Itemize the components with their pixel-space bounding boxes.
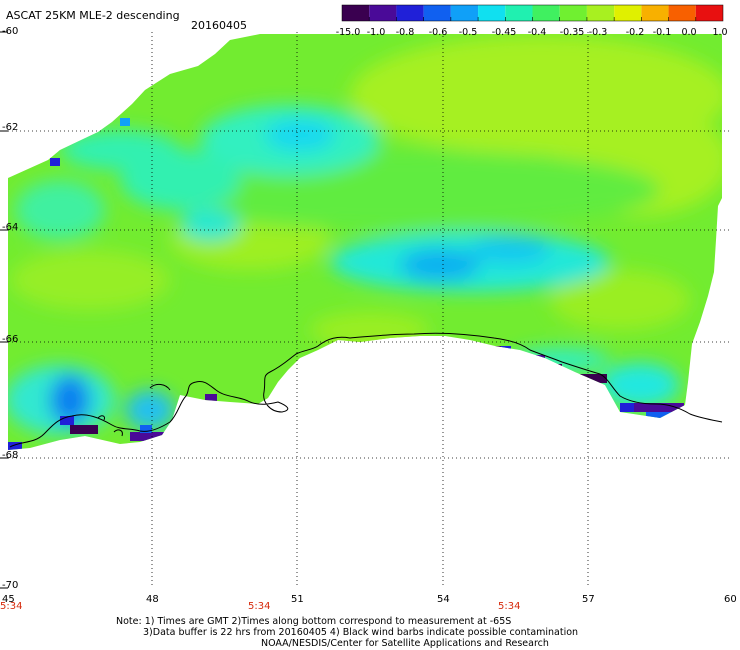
- colorbar-segment: [505, 5, 533, 21]
- grid-lines: [8, 32, 730, 588]
- lat-ticks: [0, 31, 8, 589]
- colorbar-segment: [695, 5, 723, 21]
- colorbar-segment: [641, 5, 669, 21]
- lon-label: 54: [437, 594, 450, 605]
- colorbar-segment: [342, 5, 370, 21]
- lon-label: 60: [724, 594, 737, 605]
- colorbar-segment: [532, 5, 560, 21]
- lon-label: 51: [291, 594, 304, 605]
- colorbar-segment: [396, 5, 424, 21]
- colorbar-segment: [586, 5, 615, 21]
- lat-label: -64: [2, 222, 19, 233]
- map-date: 20160405: [191, 19, 247, 32]
- colorbar-label: -0.2: [625, 27, 645, 38]
- colorbar-label: -0.5: [458, 27, 478, 38]
- time-label: 5:34: [498, 601, 521, 612]
- lon-label: 45: [2, 594, 15, 605]
- colorbar-segment: [668, 5, 696, 21]
- colorbar-label: -0.6: [428, 27, 448, 38]
- lon-label: 48: [146, 594, 159, 605]
- colorbar-label: -15.0: [335, 27, 361, 38]
- lat-label: -60: [2, 26, 19, 37]
- colorbar-segment: [614, 5, 642, 21]
- colorbar-label: -0.1: [652, 27, 672, 38]
- colorbar-label: -0.35: [559, 27, 585, 38]
- lat-label: -68: [2, 450, 19, 461]
- note-line-1: Note: 1) Times are GMT 2)Times along bot…: [116, 616, 512, 627]
- colorbar-segment: [478, 5, 506, 21]
- data-field: [8, 34, 722, 450]
- note-line-2: 3)Data buffer is 22 hrs from 20160405 4)…: [143, 627, 579, 638]
- colorbar-label: -0.8: [395, 27, 415, 38]
- colorbar-label: -0.4: [527, 27, 547, 38]
- lat-label: -70: [2, 580, 19, 591]
- lon-label: 57: [582, 594, 595, 605]
- colorbar-ticks: [368, 17, 697, 21]
- coastline: [9, 332, 723, 448]
- colorbar-segment: [369, 5, 397, 21]
- colorbar-label: 0.0: [681, 27, 697, 38]
- lat-label: -62: [2, 122, 19, 133]
- colorbar-segment: [559, 5, 587, 21]
- colorbar-label: -0.45: [491, 27, 517, 38]
- colorbar-label: -0.3: [588, 27, 608, 38]
- lat-label: -66: [2, 334, 19, 345]
- time-label: 5:34: [0, 601, 23, 612]
- note-line-3: NOAA/NESDIS/Center for Satellite Applica…: [261, 638, 549, 649]
- colorbar-segment: [423, 5, 451, 21]
- colorbar-label: 1.0: [712, 27, 728, 38]
- colorbar-label: -1.0: [366, 27, 386, 38]
- colorbar-segment: [450, 5, 479, 21]
- map-title: ASCAT 25KM MLE-2 descending: [6, 9, 180, 22]
- time-label: 5:34: [248, 601, 271, 612]
